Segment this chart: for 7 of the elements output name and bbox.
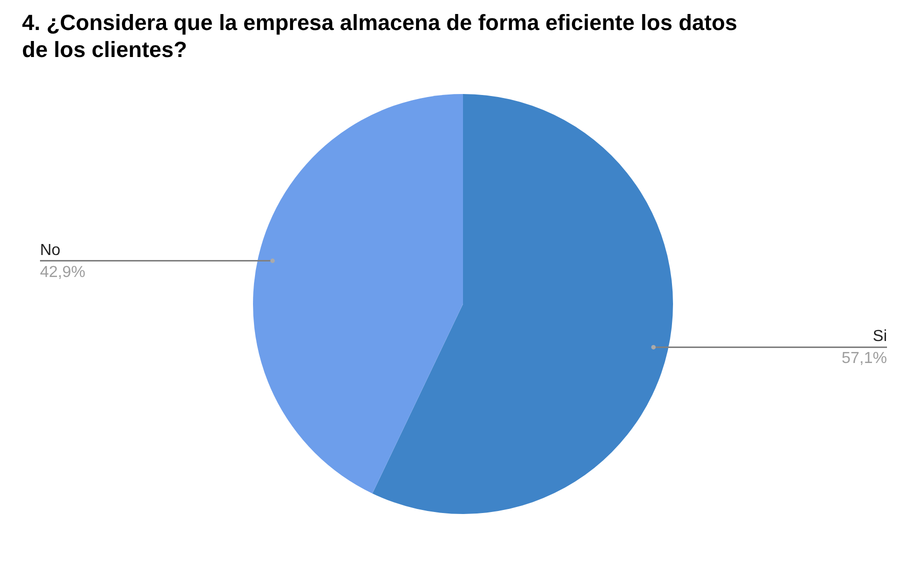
data-label: 57,1% [842,350,887,368]
pie-slice [372,94,673,514]
slice-label: No [40,242,61,259]
pie-slice [253,94,463,494]
data-label: 42,9% [40,264,86,281]
slice-label: Si [872,328,887,346]
chart-title: 4. ¿Considera que la empresa almacena de forma eficiente los datos de los clientes? [22,10,738,62]
